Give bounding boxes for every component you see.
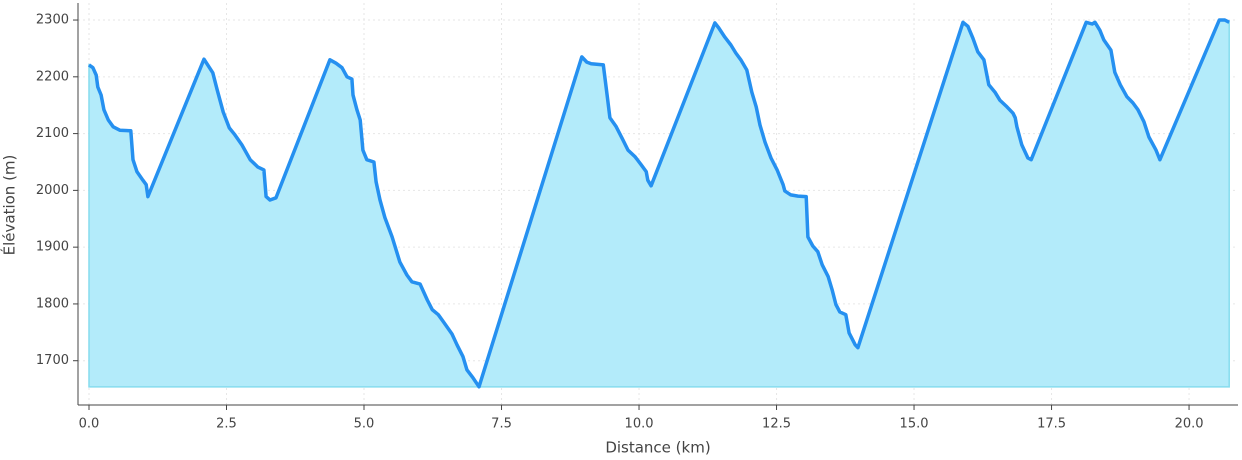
x-tick-label: 10.0 [625, 417, 654, 432]
x-tick-label: 7.5 [491, 417, 512, 432]
x-tick-label: 20.0 [1175, 417, 1204, 432]
y-tick-label: 2300 [36, 13, 69, 28]
x-axis-label: Distance (km) [605, 439, 710, 457]
y-tick-label: 1800 [36, 296, 69, 311]
x-tick-label: 2.5 [216, 417, 237, 432]
area [88, 19, 1230, 389]
x-tick-label: 5.0 [354, 417, 375, 432]
x-tick-label: 12.5 [762, 417, 791, 432]
x-tick-label: 15.0 [900, 417, 929, 432]
x-tick-label: 17.5 [1037, 417, 1066, 432]
y-tick-label: 1700 [36, 353, 69, 368]
y-axis-label: Élévation (m) [0, 155, 19, 256]
y-tick-label: 1900 [36, 240, 69, 255]
x-tick-label: 0.0 [79, 417, 100, 432]
y-tick-label: 2000 [36, 183, 69, 198]
y-tick-label: 2200 [36, 69, 69, 84]
y-tick-label: 2100 [36, 126, 69, 141]
line [87, 18, 1231, 389]
